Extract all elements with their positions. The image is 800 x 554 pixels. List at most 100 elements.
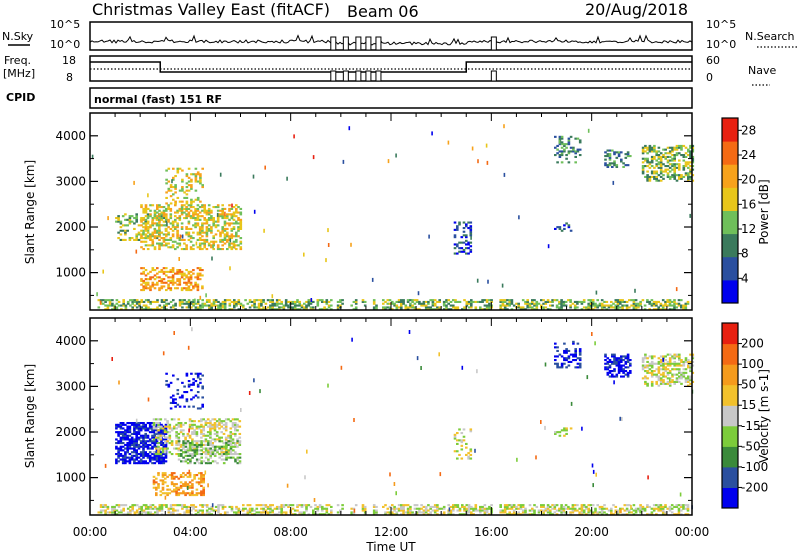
data-cell [472, 300, 475, 303]
data-cell [126, 434, 129, 437]
data-cell [142, 289, 145, 292]
data-cell [671, 362, 674, 365]
data-cell [151, 442, 154, 445]
data-cell [194, 198, 198, 201]
data-cell [222, 423, 226, 426]
data-cell [517, 504, 520, 507]
data-cell [194, 213, 197, 216]
data-cell [578, 366, 582, 369]
data-speck [233, 244, 236, 249]
data-speck [327, 383, 329, 388]
data-cell [224, 438, 228, 441]
data-cell [148, 431, 152, 434]
data-cell [162, 425, 166, 428]
data-cell [269, 511, 272, 514]
data-cell [167, 270, 170, 273]
data-cell [501, 511, 505, 514]
data-cell [197, 477, 201, 480]
data-cell [157, 422, 160, 425]
data-cell [191, 492, 194, 495]
data-cell [611, 165, 614, 168]
data-cell [190, 505, 193, 508]
data-cell [189, 204, 193, 207]
data-cell [155, 218, 159, 221]
data-cell [120, 509, 123, 512]
data-cell [207, 447, 210, 450]
data-cell [133, 431, 136, 434]
data-cell [166, 494, 169, 497]
data-cell [157, 445, 160, 448]
data-cell [142, 211, 145, 214]
data-cell [167, 302, 171, 305]
data-cell [578, 348, 582, 351]
data-cell [264, 504, 268, 507]
data-cell [140, 206, 143, 209]
data-cell [159, 479, 163, 482]
data-cell [137, 425, 141, 428]
data-cell [185, 269, 188, 272]
data-cell [186, 458, 190, 461]
data-cell [664, 152, 667, 155]
data-cell [689, 379, 692, 382]
data-cell [153, 442, 157, 445]
data-cell [153, 246, 157, 249]
data-cell [188, 453, 192, 456]
data-cell [449, 300, 453, 303]
data-cell [673, 357, 676, 360]
data-cell [169, 270, 173, 273]
data-cell [154, 505, 157, 508]
data-cell [251, 304, 254, 307]
data-cell [678, 370, 681, 373]
data-cell [149, 511, 152, 514]
data-cell [228, 299, 232, 302]
data-cell [616, 302, 620, 305]
data-cell [578, 362, 582, 365]
data-cell [128, 456, 132, 459]
data-cell [228, 204, 231, 207]
data-cell [386, 306, 390, 309]
data-cell [142, 229, 145, 232]
data-cell [556, 366, 559, 369]
nsky-line [89, 34, 693, 46]
data-cell [508, 504, 511, 507]
data-cell [456, 245, 459, 248]
data-cell [203, 204, 206, 207]
data-cell [615, 359, 619, 362]
colorbar-tick-label: -200 [741, 480, 768, 494]
data-cell [517, 304, 520, 307]
data-speck [474, 448, 476, 453]
data-cell [237, 211, 240, 214]
data-cell [176, 231, 179, 234]
data-cell [668, 300, 672, 303]
data-cell [622, 165, 625, 168]
data-cell [156, 281, 159, 284]
data-cell [260, 504, 263, 507]
data-cell [470, 507, 473, 510]
data-cell [221, 227, 224, 230]
data-cell [558, 155, 562, 158]
data-cell [142, 434, 145, 437]
data-cell [204, 423, 208, 426]
data-cell [142, 454, 145, 457]
data-cell [130, 423, 134, 426]
data-cell [201, 306, 204, 309]
data-cell [186, 462, 190, 465]
data-cell [253, 300, 256, 303]
data-cell [653, 373, 656, 376]
data-cell [167, 246, 170, 249]
data-speck [417, 291, 420, 296]
data-cell [139, 445, 143, 448]
data-cell [499, 306, 502, 309]
data-cell [666, 155, 670, 158]
data-cell [169, 276, 173, 279]
data-cell [644, 175, 647, 178]
data-cell [461, 505, 464, 508]
data-cell [153, 436, 157, 439]
data-cell [160, 429, 163, 432]
data-cell [164, 445, 168, 448]
data-cell [560, 143, 564, 146]
data-cell [201, 204, 204, 207]
data-cell [232, 222, 236, 225]
data-cell [172, 176, 175, 179]
data-cell [253, 509, 256, 512]
